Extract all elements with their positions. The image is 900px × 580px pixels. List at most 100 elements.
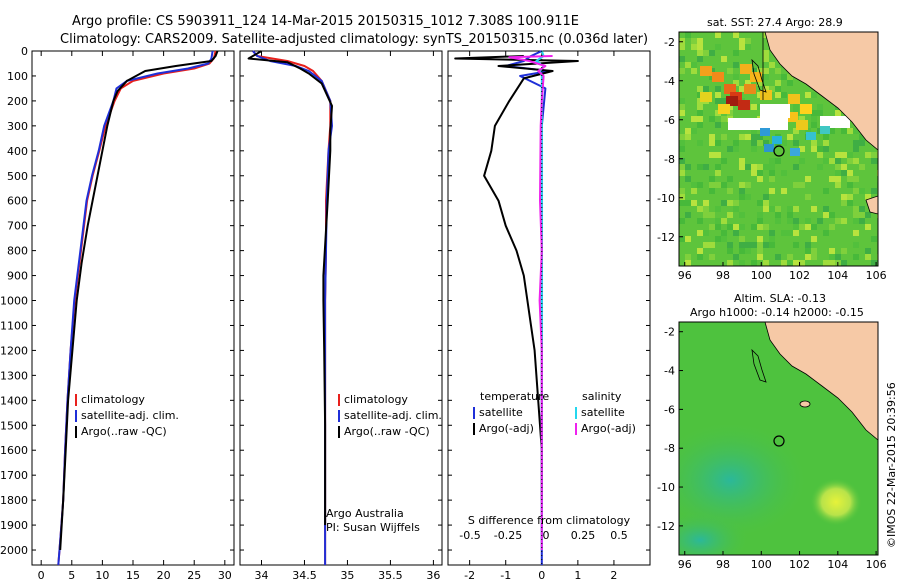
sst-cell — [799, 224, 805, 230]
differences-legend-salinity-label: Argo(-adj) — [581, 422, 636, 435]
salinity-plot: 3434.53535.536salinityclimatologysatelli… — [239, 50, 443, 580]
sst-warm-cell — [724, 84, 736, 94]
sst-cell — [757, 68, 763, 74]
sst-cell — [781, 170, 787, 176]
sst-cell — [739, 194, 745, 200]
sst-cell — [781, 140, 787, 146]
sst-cell — [715, 98, 721, 104]
sst-cell — [727, 68, 733, 74]
sst-cell — [769, 86, 775, 92]
sst-cell — [763, 74, 769, 80]
sst-cell — [841, 260, 847, 266]
sst-cell — [733, 32, 739, 38]
sst-cell — [721, 128, 727, 134]
sst-cell — [799, 116, 805, 122]
sst-cell — [817, 104, 823, 110]
sst-cell — [751, 140, 757, 146]
sst-cell — [715, 122, 721, 128]
sst-cell — [769, 170, 775, 176]
sst-cell — [853, 176, 859, 182]
sst-cell — [679, 236, 685, 242]
sst-cell — [751, 224, 757, 230]
sst-cell — [679, 38, 685, 44]
sst-cell — [841, 128, 847, 134]
sst-cell — [679, 134, 685, 140]
sst-cell — [745, 242, 751, 248]
sst-cell — [751, 146, 757, 152]
sst-cell — [847, 152, 853, 158]
sla-map-land-islands — [751, 348, 767, 383]
sst-cell — [769, 62, 775, 68]
sst-cell — [841, 218, 847, 224]
sst-cell — [709, 50, 715, 56]
sst-cell — [691, 104, 697, 110]
sst-cell — [769, 236, 775, 242]
sst-cell — [829, 176, 835, 182]
sst-cell — [859, 140, 865, 146]
sst-cell — [757, 212, 763, 218]
sst-cell — [859, 164, 865, 170]
sst-cell — [781, 188, 787, 194]
sst-warm-cell — [726, 96, 738, 106]
sla-map-title-line2: Argo h1000: -0.14 h2000: -0.15 — [690, 306, 864, 319]
temperature-ytick-label: 1900 — [0, 519, 28, 532]
differences-xtick-label: 2 — [610, 569, 617, 580]
sst-warm-cell — [718, 104, 730, 114]
sst-cell — [739, 86, 745, 92]
sst-cell — [811, 248, 817, 254]
sst-cell — [805, 218, 811, 224]
differences-legend-temperature-header: temperature — [480, 390, 549, 403]
sst-cell — [715, 218, 721, 224]
sst-cell — [763, 206, 769, 212]
sla_map-xtick-label: 106 — [866, 558, 887, 571]
sst-cell — [739, 158, 745, 164]
sst-cell — [691, 62, 697, 68]
sst-cell — [799, 212, 805, 218]
sst-cell — [733, 146, 739, 152]
sst-cell — [805, 176, 811, 182]
sst-cell — [793, 206, 799, 212]
differences-legend-salinity-header: salinity — [582, 390, 622, 403]
sst-cell — [757, 170, 763, 176]
sst-cell — [709, 182, 715, 188]
sst-cell — [805, 128, 811, 134]
sst-cell — [715, 140, 721, 146]
sst-map-argo-marker — [773, 145, 785, 157]
sst-warm-cell — [712, 72, 724, 82]
differences-xtick-label: -2 — [464, 569, 475, 580]
temperature-ytick-label: 0 — [21, 45, 28, 58]
sst-cell — [697, 122, 703, 128]
sst-cell — [787, 212, 793, 218]
temperature-ytick-label: 1000 — [0, 295, 28, 308]
sst-cell — [859, 224, 865, 230]
sst-cell — [811, 146, 817, 152]
sst-cell — [733, 80, 739, 86]
salinity-series-argo-raw-qc- — [247, 50, 333, 526]
sst-cell — [727, 242, 733, 248]
sst-cell — [793, 128, 799, 134]
sst-cell — [847, 194, 853, 200]
sst-cell — [847, 170, 853, 176]
sst-cell — [697, 230, 703, 236]
sst-cell — [775, 158, 781, 164]
temperature-series-argo-raw-qc- — [59, 50, 219, 551]
sst-cell — [763, 68, 769, 74]
sst-cell — [853, 242, 859, 248]
sst-cool-cell — [772, 136, 782, 144]
sst-cell — [847, 176, 853, 182]
sst_map-xtick-label: 100 — [751, 269, 772, 282]
sst-cell — [757, 134, 763, 140]
differences-top-tick-label: -0.5 — [459, 529, 480, 542]
sst-cell — [697, 116, 703, 122]
sst-cell — [697, 86, 703, 92]
sst-cell — [703, 230, 709, 236]
sst-cell — [817, 110, 823, 116]
sst-cell — [739, 38, 745, 44]
differences-frame — [447, 50, 651, 566]
sst-cell — [751, 68, 757, 74]
temperature-ytick-label: 800 — [7, 245, 28, 258]
sst-cell — [871, 158, 877, 164]
sst-cell — [721, 146, 727, 152]
sst-cell — [769, 212, 775, 218]
